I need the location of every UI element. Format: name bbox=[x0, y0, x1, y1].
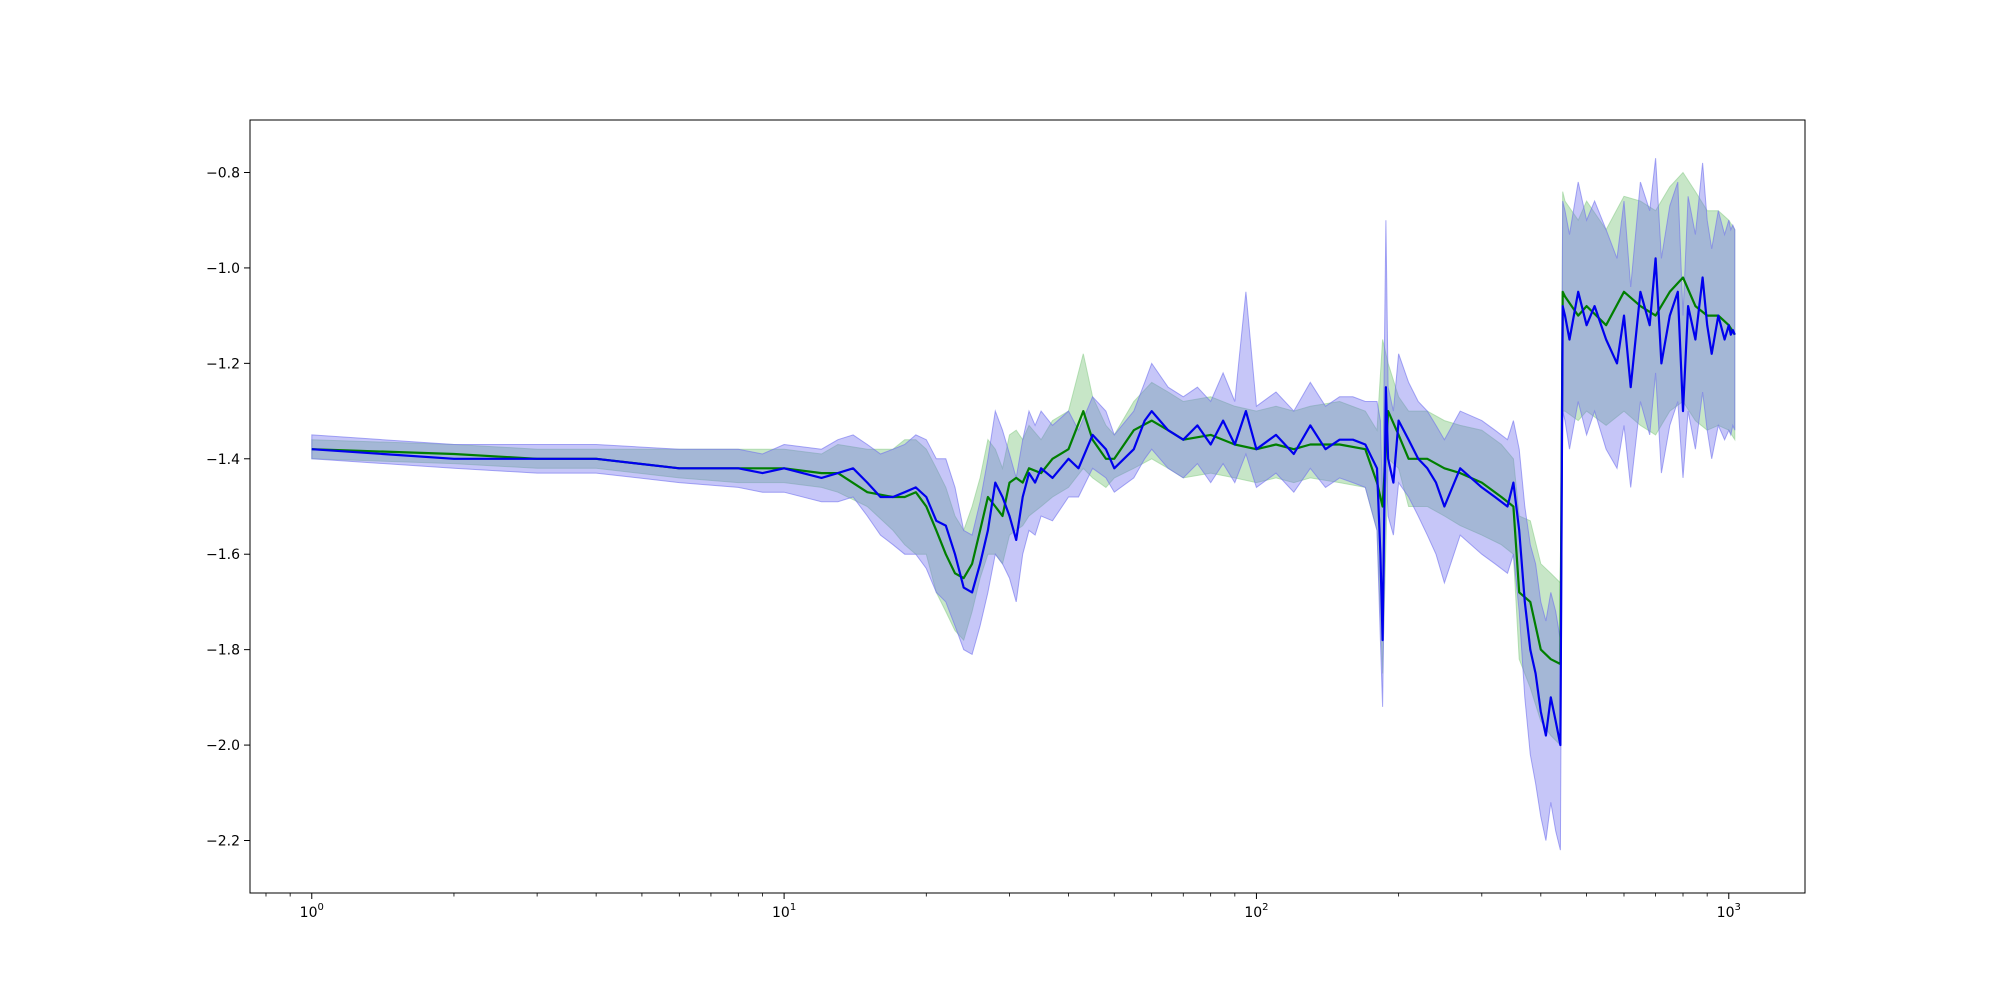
blue-series-line bbox=[311, 257, 1736, 747]
plot-area bbox=[311, 158, 1736, 851]
y-tick-label: −1.2 bbox=[206, 356, 240, 372]
blue-confidence-band bbox=[311, 158, 1736, 851]
x-tick-label: 100 bbox=[300, 902, 324, 921]
y-axis: −0.8 −1.0 −1.2 −1.4 −1.6 −1.8 −2.0 −2.2 bbox=[206, 165, 250, 850]
green-confidence-band bbox=[311, 171, 1736, 747]
green-series-line bbox=[311, 276, 1736, 666]
y-tick-label: −2.2 bbox=[206, 834, 240, 850]
x-axis: 100 101 102 103 bbox=[265, 893, 1741, 921]
x-tick-label: 103 bbox=[1717, 902, 1741, 921]
y-tick-label: −1.0 bbox=[206, 261, 240, 277]
x-tick-label: 101 bbox=[772, 902, 796, 921]
y-tick-label: −1.6 bbox=[206, 547, 240, 563]
y-tick-label: −2.0 bbox=[206, 738, 240, 754]
y-tick-label: −0.8 bbox=[206, 165, 240, 181]
x-tick-label: 102 bbox=[1244, 902, 1268, 921]
plot-frame bbox=[249, 119, 1806, 894]
y-tick-label: −1.4 bbox=[206, 452, 240, 468]
y-tick-label: −1.8 bbox=[206, 643, 240, 659]
